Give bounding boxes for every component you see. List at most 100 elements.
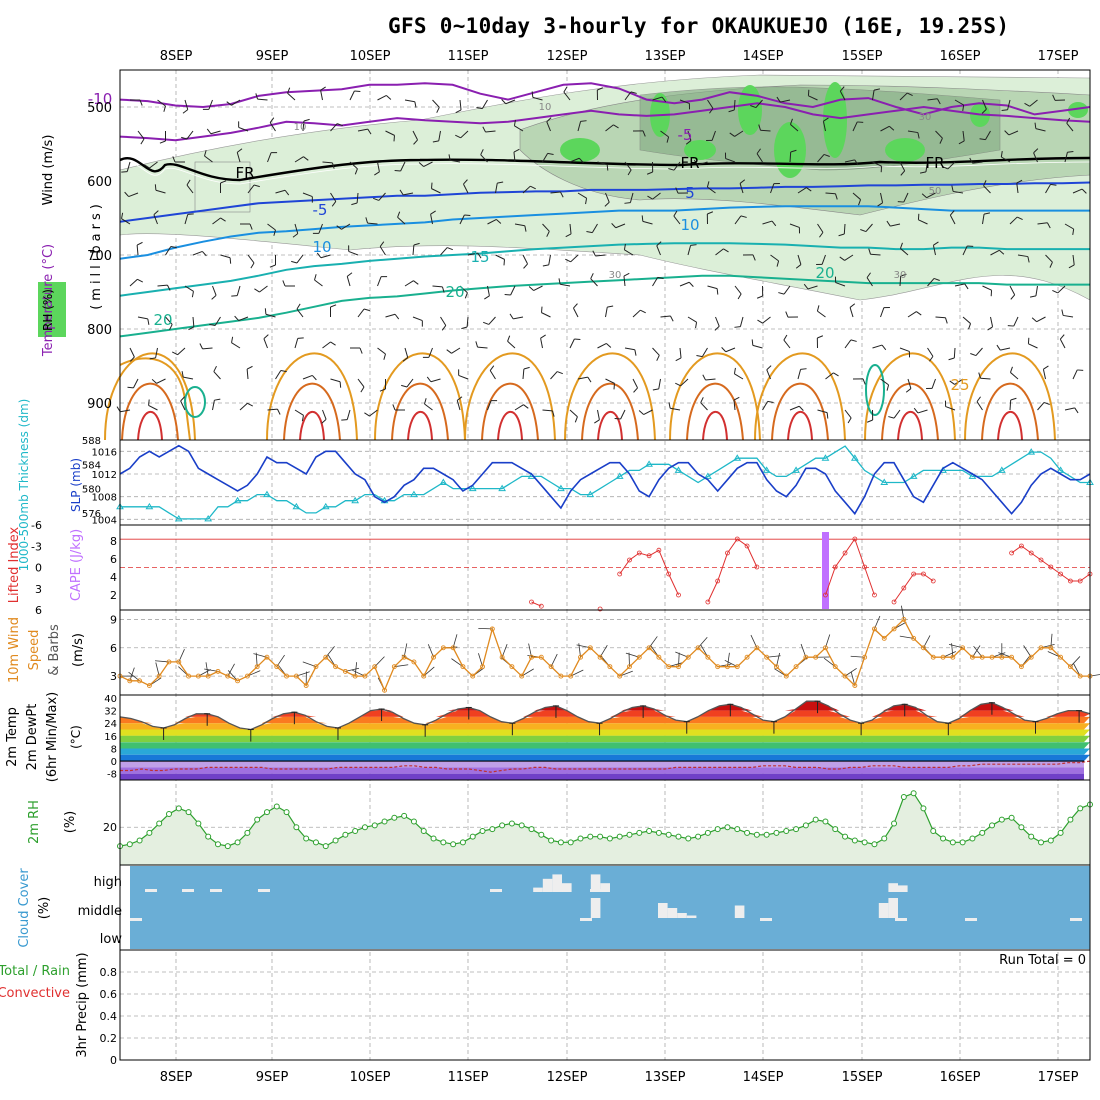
wind-barb — [294, 223, 299, 234]
wind-barb-flag — [346, 272, 353, 277]
wind-barb — [632, 378, 638, 389]
wind-barb — [1009, 216, 1018, 225]
warm-contour-25 — [266, 352, 358, 441]
wind-speed-point — [176, 659, 182, 665]
wind-barb — [485, 130, 496, 133]
wind-barb — [404, 347, 409, 358]
wind-barb-flag — [590, 273, 594, 279]
wind-barb-flag — [921, 193, 927, 199]
wind-barb — [839, 90, 846, 101]
wind-barb-flag — [513, 119, 516, 126]
wind-barb-flag — [839, 256, 845, 261]
li-point — [823, 592, 828, 598]
wind-barb-flag — [647, 195, 653, 200]
rh-point — [616, 833, 623, 840]
wind-speed-point — [489, 626, 495, 632]
wind-barb-flag — [906, 92, 913, 97]
wind-speed-point — [803, 654, 809, 660]
li-point — [715, 578, 721, 584]
wind-barb-flag — [806, 187, 812, 192]
warm-contour-30 — [981, 382, 1039, 441]
date-label-top: 12SEP — [547, 49, 588, 64]
wind-barb-flag — [1061, 309, 1064, 316]
wind-barb — [267, 223, 276, 231]
rh-point — [499, 822, 506, 829]
wind-barb — [121, 218, 131, 225]
wind-barb-flag — [523, 404, 529, 409]
wind-speed-point — [558, 673, 564, 679]
wind-barb-flag — [211, 294, 217, 300]
rh-contour-label: 50 — [929, 186, 942, 197]
wind-barb — [766, 369, 771, 380]
li-point — [529, 599, 534, 605]
wind-speed-point — [293, 673, 299, 679]
rh-legend-swatch — [38, 282, 66, 337]
rh-point — [989, 822, 996, 829]
li-point — [930, 578, 936, 584]
wind-barb-flag — [737, 293, 742, 300]
thickness-axis-label: 1000-500mb Thickness (dm) — [17, 399, 31, 572]
wind-barb-flag — [834, 193, 838, 200]
freezing-line — [119, 156, 1091, 182]
contour-label: 20 — [445, 283, 464, 301]
date-label-bottom: 16SEP — [940, 1070, 981, 1085]
wind-barb — [755, 99, 763, 108]
thickness-point — [792, 466, 800, 473]
wind-barb — [495, 254, 505, 260]
wind-barb-flag — [314, 274, 317, 281]
rh-point — [224, 843, 231, 850]
wind-barb — [849, 307, 854, 318]
wind-barb — [1057, 285, 1066, 294]
wind-barb — [643, 409, 653, 415]
wind-barb-flag — [816, 305, 820, 312]
rh-point — [704, 829, 711, 836]
wind-barb-flag — [360, 386, 365, 393]
wind-barb — [296, 308, 304, 318]
wind-barb-flag — [231, 295, 238, 297]
wind-barb-flag — [734, 326, 741, 328]
rh-point — [303, 835, 310, 842]
wind-barb — [1009, 285, 1016, 296]
wind-speed-point — [254, 664, 260, 670]
rh-point — [391, 814, 398, 821]
wind-barb-flag — [448, 154, 451, 161]
wind-barb — [403, 192, 414, 196]
rh-point — [1008, 814, 1015, 821]
wind-barb-flag — [341, 419, 348, 421]
wind-barb — [379, 246, 386, 256]
thickness-point — [615, 472, 624, 479]
thickness-point — [468, 484, 477, 492]
wind-barb — [789, 223, 800, 228]
wind-speed-point — [764, 654, 770, 660]
wind-barb — [918, 219, 928, 225]
wind-barb-flag — [739, 179, 746, 184]
wind-speed-point — [1067, 664, 1073, 670]
wind-barb — [982, 285, 992, 291]
wind-barb — [660, 315, 671, 318]
wind-barb-flag — [962, 104, 965, 112]
wind-barb-flag — [716, 288, 719, 295]
wind-barb — [927, 347, 934, 357]
wind-barb — [428, 347, 433, 358]
wind-barb — [385, 313, 396, 318]
contour-label: 20 — [815, 264, 834, 282]
wind-barb — [192, 316, 195, 328]
wind-speed-point — [627, 664, 632, 670]
wind-barb — [670, 407, 681, 411]
wind-barb — [927, 278, 935, 287]
wind-barb — [204, 155, 213, 163]
wind-barb — [624, 249, 634, 256]
rh-point — [195, 820, 202, 827]
cloud-axis-label: Cloud Cover — [17, 868, 32, 948]
rh-point — [518, 822, 525, 829]
temp-tick-label: 8 — [111, 744, 117, 755]
wind-barb-flag — [752, 254, 756, 261]
wind-barb-flag — [627, 169, 632, 176]
wind-barb-flag — [709, 108, 714, 114]
wind-speed-point — [284, 673, 290, 679]
wind-barb-flag — [721, 347, 727, 353]
rh-line — [119, 792, 1091, 847]
cloud-high-bar — [542, 878, 553, 892]
wind-speed-point — [852, 683, 858, 689]
wind-barb — [680, 378, 689, 387]
